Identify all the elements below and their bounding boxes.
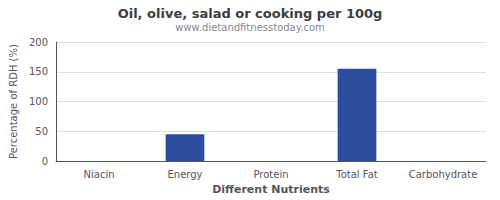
svg-text:Percentage of RDH (%): Percentage of RDH (%) [8,44,19,159]
svg-text:Niacin: Niacin [83,169,114,180]
svg-text:Protein: Protein [253,169,288,180]
svg-text:Different Nutrients: Different Nutrients [212,183,330,196]
svg-text:50: 50 [35,126,48,137]
svg-text:Total Fat: Total Fat [335,169,377,180]
svg-text:200: 200 [29,37,48,48]
svg-text:Energy: Energy [167,169,202,180]
svg-text:0: 0 [42,156,48,167]
svg-text:Oil, olive, salad or cooking p: Oil, olive, salad or cooking per 100g [118,6,383,21]
svg-text:150: 150 [29,66,48,77]
svg-text:100: 100 [29,96,48,107]
svg-text:www.dietandfitnesstoday.com: www.dietandfitnesstoday.com [175,22,324,33]
svg-text:Carbohydrate: Carbohydrate [409,169,478,180]
